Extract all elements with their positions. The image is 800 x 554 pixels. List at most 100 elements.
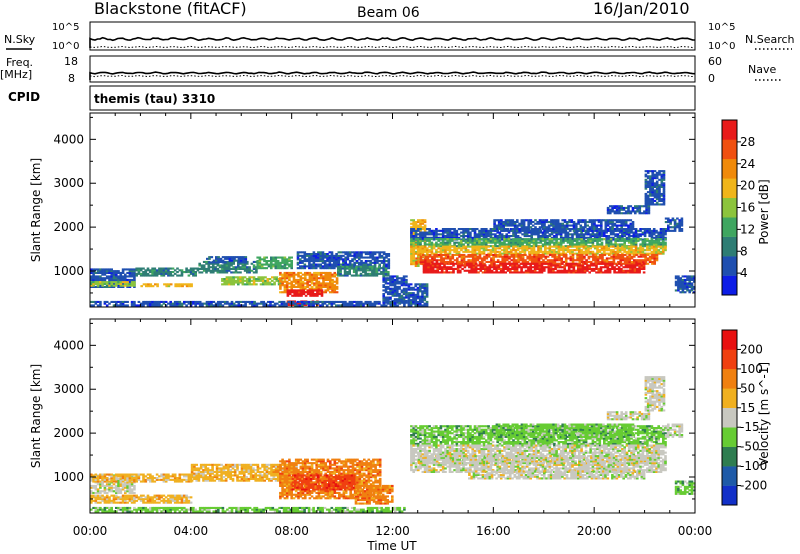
range-gate-cell [207,264,211,267]
range-gate-cell [410,239,413,242]
range-gate-cell [221,261,225,264]
range-gate-cell [506,267,510,270]
range-gate-cell [226,256,229,259]
range-gate-cell [478,235,481,238]
range-gate-cell [288,303,292,306]
range-gate-cell [570,264,573,267]
range-gate-cell [364,251,368,254]
range-gate-cell [638,205,642,208]
range-gate-cell [489,235,493,238]
range-gate-cell [382,260,386,263]
range-gate-cell [537,249,540,252]
range-gate-cell [571,235,574,238]
range-gate-cell [164,272,168,275]
range-gate-cell [257,278,260,281]
range-gate-cell [96,285,100,288]
range-gate-cell [648,231,651,234]
range-gate-cell [537,245,540,248]
range-gate-cell [205,269,208,272]
range-gate-cell [185,304,188,307]
range-gate-cell [153,302,157,305]
range-gate-cell [596,250,599,253]
range-gate-cell [237,300,241,303]
range-gate-cell [556,221,560,224]
range-gate-cell [376,256,379,259]
range-gate-cell [322,284,325,287]
range-gate-cell [596,233,599,236]
range-gate-cell [555,238,558,241]
range-gate-cell [603,249,606,252]
range-gate-cell [627,224,630,227]
range-gate-cell [417,224,420,227]
range-gate-cell [281,273,284,276]
range-gate-cell [424,260,427,263]
range-gate-cell [108,270,111,273]
range-gate-cell [442,262,445,265]
range-gate-cell [296,251,300,254]
range-gate-cell [151,300,154,303]
range-gate-cell [612,245,615,248]
range-gate-cell [622,228,626,231]
range-gate-cell [137,267,141,270]
range-gate-cell [443,266,446,269]
range-gate-cell [569,245,572,248]
range-gate-cell [525,228,528,231]
range-gate-cell [358,254,361,257]
range-gate-cell [530,233,533,236]
range-gate-cell [398,282,401,285]
range-gate-cell [553,249,556,252]
range-gate-cell [453,243,456,246]
range-gate-cell [586,264,589,267]
range-gate-cell [393,300,397,303]
range-gate-cell [452,262,455,265]
range-gate-cell [611,228,614,231]
range-gate-cell [288,293,292,296]
range-gate-cell [221,304,225,307]
range-gate-cell [94,275,98,278]
range-gate-cell [441,250,445,253]
range-gate-cell [256,263,259,266]
range-gate-cell [494,239,497,242]
range-gate-cell [637,255,641,258]
range-gate-cell [225,269,229,272]
range-gate-cell [426,259,430,262]
range-gate-cell [302,303,306,306]
nave-tick-top: 60 [708,55,722,68]
range-gate-cell [554,222,558,225]
range-gate-cell [415,257,418,260]
range-gate-cell [270,256,273,259]
range-gate-cell [488,264,492,267]
range-gate-cell [531,266,535,269]
range-gate-cell [516,247,520,250]
range-gate-cell [641,252,645,255]
range-gate-cell [634,238,638,241]
range-gate-cell [504,267,507,270]
range-gate-cell [525,249,529,252]
range-gate-cell [219,302,222,305]
range-gate-cell [500,241,504,244]
range-gate-cell [426,238,429,241]
range-gate-cell [482,233,486,236]
range-gate-cell [230,271,233,274]
range-gate-cell [613,267,616,270]
range-gate-cell [387,254,391,257]
range-gate-cell [478,260,482,263]
range-gate-cell [593,222,596,225]
range-gate-cell [519,238,522,241]
range-gate-cell [489,238,493,241]
range-gate-cell [410,226,413,229]
range-gate-cell [655,235,658,238]
range-gate-cell [371,271,374,274]
range-gate-cell [297,275,300,278]
range-gate-cell [312,265,316,268]
range-gate-cell [503,255,507,258]
range-gate-cell [512,239,515,242]
range-gate-cell [285,275,289,278]
range-gate-cell [423,224,427,227]
range-gate-cell [308,277,312,280]
range-gate-cell [234,276,238,279]
range-gate-cell [322,291,325,294]
range-gate-cell [595,271,598,274]
range-gate-cell [537,241,540,244]
range-gate-cell [382,280,385,283]
